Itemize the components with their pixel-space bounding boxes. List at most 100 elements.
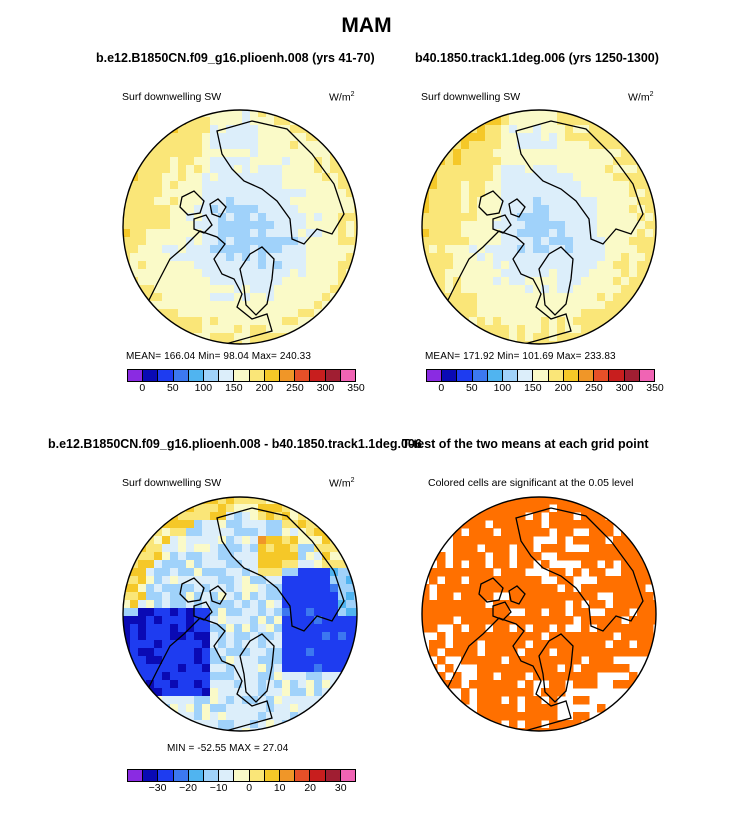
field-cell bbox=[202, 277, 211, 286]
field-cell bbox=[589, 301, 598, 310]
field-cell bbox=[509, 333, 518, 342]
field-cell bbox=[346, 704, 355, 713]
field-cell bbox=[202, 157, 211, 166]
field-cell bbox=[226, 544, 235, 553]
field-cell bbox=[138, 205, 147, 214]
left-case-title: b.e12.B1850CN.f09_g16.plioenh.008 (yrs 4… bbox=[96, 51, 375, 65]
field-cell bbox=[437, 301, 446, 310]
field-cell bbox=[573, 325, 582, 334]
field-cell bbox=[154, 552, 163, 561]
field-cell bbox=[298, 141, 307, 150]
field-cell bbox=[146, 205, 155, 214]
field-cell bbox=[477, 181, 486, 190]
field-cell bbox=[194, 520, 203, 529]
field-cell bbox=[338, 229, 347, 238]
field-cell bbox=[138, 133, 147, 142]
field-cell bbox=[469, 341, 478, 344]
field-cell bbox=[242, 277, 251, 286]
field-cell bbox=[274, 181, 283, 190]
field-cell bbox=[242, 497, 251, 505]
field-cell bbox=[226, 688, 235, 697]
field-cell bbox=[346, 552, 355, 561]
field-cell bbox=[130, 189, 139, 198]
field-cell bbox=[565, 237, 574, 246]
field-cell bbox=[469, 309, 478, 318]
field-cell bbox=[517, 616, 526, 625]
field-cell bbox=[123, 600, 131, 609]
field-cell bbox=[306, 309, 315, 318]
field-cell bbox=[437, 125, 446, 134]
field-cell bbox=[437, 584, 446, 593]
field-cell bbox=[306, 712, 315, 721]
field-cell bbox=[226, 269, 235, 278]
field-cell bbox=[298, 584, 307, 593]
field-cell bbox=[210, 576, 219, 585]
field-cell bbox=[346, 333, 355, 342]
field-cell bbox=[541, 157, 550, 166]
field-cell bbox=[218, 317, 227, 326]
field-cell bbox=[549, 656, 558, 665]
field-cell bbox=[290, 301, 299, 310]
field-cell bbox=[338, 253, 347, 262]
field-cell bbox=[597, 568, 606, 577]
field-cell bbox=[298, 720, 307, 729]
field-cell bbox=[354, 253, 357, 262]
field-cell bbox=[266, 229, 275, 238]
field-cell bbox=[597, 640, 606, 649]
field-cell bbox=[581, 680, 590, 689]
field-cell bbox=[218, 664, 227, 673]
field-cell bbox=[653, 608, 656, 617]
field-cell bbox=[653, 229, 656, 238]
field-cell bbox=[437, 165, 446, 174]
field-cell bbox=[234, 568, 243, 577]
field-cell bbox=[186, 680, 195, 689]
field-cell bbox=[274, 133, 283, 142]
field-cell bbox=[597, 245, 606, 254]
field-cell bbox=[258, 552, 267, 561]
field-cell bbox=[453, 165, 462, 174]
field-cell bbox=[226, 568, 235, 577]
field-cell bbox=[242, 149, 251, 158]
field-cell bbox=[330, 197, 339, 206]
field-cell bbox=[314, 110, 323, 118]
field-cell bbox=[234, 181, 243, 190]
field-cell bbox=[621, 504, 630, 513]
field-cell bbox=[429, 269, 438, 278]
field-cell bbox=[298, 173, 307, 182]
field-cell bbox=[330, 277, 339, 286]
field-cell bbox=[549, 245, 558, 254]
field-cell bbox=[653, 181, 656, 190]
field-cell bbox=[330, 229, 339, 238]
field-cell bbox=[461, 616, 470, 625]
field-cell bbox=[186, 277, 195, 286]
field-cell bbox=[282, 253, 291, 262]
field-cell bbox=[589, 536, 598, 545]
field-cell bbox=[226, 656, 235, 665]
field-cell bbox=[242, 696, 251, 705]
field-cell bbox=[170, 221, 179, 230]
field-cell bbox=[565, 333, 574, 342]
field-cell bbox=[258, 688, 267, 697]
field-cell bbox=[653, 293, 656, 302]
field-cell bbox=[461, 309, 470, 318]
field-cell bbox=[138, 229, 147, 238]
field-cell bbox=[162, 680, 171, 689]
field-cell bbox=[194, 149, 203, 158]
field-cell bbox=[123, 117, 131, 126]
field-cell bbox=[461, 608, 470, 617]
field-cell bbox=[477, 213, 486, 222]
field-cell bbox=[338, 261, 347, 270]
field-cell bbox=[226, 672, 235, 681]
field-cell bbox=[202, 552, 211, 561]
field-cell bbox=[234, 245, 243, 254]
field-cell bbox=[573, 592, 582, 601]
colorbar-tick-label: 0 bbox=[139, 382, 146, 394]
field-cell bbox=[621, 568, 630, 577]
field-cell bbox=[258, 189, 267, 198]
field-cell bbox=[613, 293, 622, 302]
field-cell bbox=[445, 277, 454, 286]
field-cell bbox=[330, 117, 339, 126]
field-cell bbox=[645, 253, 654, 262]
field-cell bbox=[541, 728, 550, 731]
field-cell bbox=[525, 544, 534, 553]
